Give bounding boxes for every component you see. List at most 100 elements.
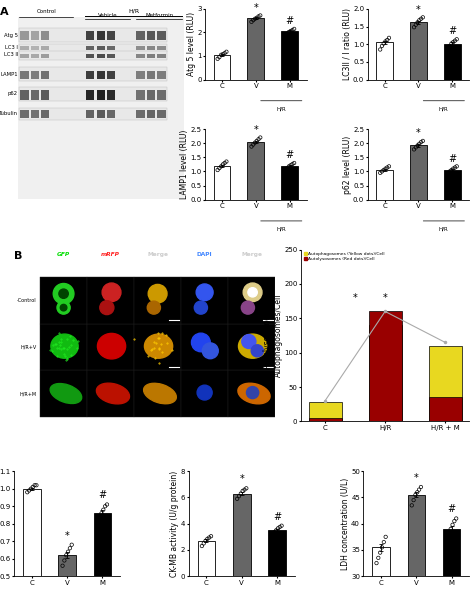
- Text: H/R: H/R: [128, 9, 139, 14]
- Bar: [369, 325, 401, 421]
- Text: DAPI: DAPI: [197, 252, 212, 256]
- FancyBboxPatch shape: [97, 111, 105, 118]
- Ellipse shape: [145, 334, 173, 358]
- Point: [29, 482, 36, 492]
- Point: [233, 494, 241, 504]
- Y-axis label: p62 level (RLU): p62 level (RLU): [343, 135, 352, 193]
- Point: [276, 522, 283, 532]
- Circle shape: [242, 335, 256, 349]
- Text: mRFP: mRFP: [101, 252, 120, 256]
- Point: [103, 500, 111, 509]
- Bar: [134, 371, 181, 417]
- Point: [376, 168, 384, 177]
- Point: [218, 50, 225, 60]
- Point: [100, 505, 107, 515]
- FancyBboxPatch shape: [31, 111, 39, 118]
- Point: [412, 20, 419, 30]
- Circle shape: [197, 385, 212, 400]
- Text: p62: p62: [8, 91, 18, 96]
- FancyBboxPatch shape: [41, 31, 49, 40]
- Point: [419, 12, 427, 22]
- Bar: [247, 18, 264, 80]
- Point: [382, 164, 389, 173]
- Text: Metformin: Metformin: [146, 14, 174, 18]
- Y-axis label: LDH concentration (U/L): LDH concentration (U/L): [341, 478, 350, 570]
- Ellipse shape: [238, 334, 267, 358]
- Bar: [410, 22, 427, 80]
- Point: [200, 538, 208, 548]
- FancyBboxPatch shape: [137, 46, 145, 50]
- Bar: [281, 166, 298, 200]
- FancyBboxPatch shape: [157, 31, 165, 40]
- Circle shape: [147, 301, 160, 314]
- Point: [241, 485, 248, 494]
- Point: [101, 502, 109, 511]
- FancyBboxPatch shape: [41, 46, 49, 50]
- Point: [214, 165, 221, 175]
- Text: B: B: [14, 251, 23, 261]
- FancyBboxPatch shape: [31, 90, 39, 99]
- Point: [68, 540, 75, 550]
- Point: [417, 482, 425, 492]
- Bar: [228, 277, 275, 324]
- FancyBboxPatch shape: [18, 67, 167, 81]
- Y-axis label: LC3II / I ratio (RLU): LC3II / I ratio (RLU): [343, 8, 352, 80]
- Point: [256, 133, 264, 142]
- Point: [415, 485, 423, 494]
- Point: [380, 165, 388, 175]
- Text: Tubulin: Tubulin: [0, 111, 18, 116]
- Point: [198, 541, 206, 551]
- Point: [382, 532, 390, 541]
- Point: [373, 558, 380, 568]
- Bar: [181, 277, 228, 324]
- Point: [411, 490, 419, 499]
- Text: #: #: [286, 150, 294, 160]
- Text: #: #: [447, 504, 456, 514]
- Text: H/R: H/R: [276, 106, 286, 112]
- FancyBboxPatch shape: [18, 86, 167, 101]
- Y-axis label: CK-MB activity (U/g protein): CK-MB activity (U/g protein): [171, 470, 180, 577]
- Point: [443, 535, 451, 544]
- Point: [291, 158, 298, 168]
- Text: Control: Control: [36, 9, 56, 14]
- Point: [202, 536, 210, 545]
- Text: Merge: Merge: [147, 252, 168, 256]
- Point: [449, 520, 456, 530]
- FancyBboxPatch shape: [97, 31, 105, 40]
- Point: [444, 168, 452, 177]
- Bar: [309, 418, 342, 421]
- FancyBboxPatch shape: [86, 31, 94, 40]
- Ellipse shape: [238, 383, 270, 404]
- Point: [444, 44, 452, 53]
- FancyBboxPatch shape: [86, 90, 94, 99]
- FancyBboxPatch shape: [107, 31, 115, 40]
- Point: [237, 489, 245, 498]
- FancyBboxPatch shape: [97, 54, 105, 58]
- Point: [451, 36, 459, 46]
- Point: [283, 163, 291, 173]
- FancyBboxPatch shape: [20, 54, 28, 58]
- FancyBboxPatch shape: [20, 111, 28, 118]
- Point: [24, 488, 31, 497]
- Bar: [134, 324, 181, 371]
- FancyBboxPatch shape: [18, 44, 167, 52]
- Point: [248, 142, 255, 151]
- Point: [378, 543, 386, 552]
- Point: [378, 167, 386, 176]
- Text: *: *: [416, 5, 421, 15]
- Bar: [87, 277, 134, 324]
- FancyBboxPatch shape: [86, 46, 94, 50]
- Point: [219, 50, 227, 59]
- Text: H/R: H/R: [276, 226, 286, 232]
- Point: [287, 26, 294, 35]
- Text: #: #: [448, 154, 456, 164]
- Text: *: *: [254, 125, 258, 135]
- FancyBboxPatch shape: [20, 46, 28, 50]
- Point: [453, 161, 461, 171]
- Point: [205, 533, 213, 543]
- Bar: [443, 529, 460, 576]
- Point: [223, 157, 230, 166]
- FancyBboxPatch shape: [41, 90, 49, 99]
- FancyBboxPatch shape: [31, 70, 39, 79]
- Y-axis label: Atg 5 level (RLU): Atg 5 level (RLU): [187, 12, 196, 76]
